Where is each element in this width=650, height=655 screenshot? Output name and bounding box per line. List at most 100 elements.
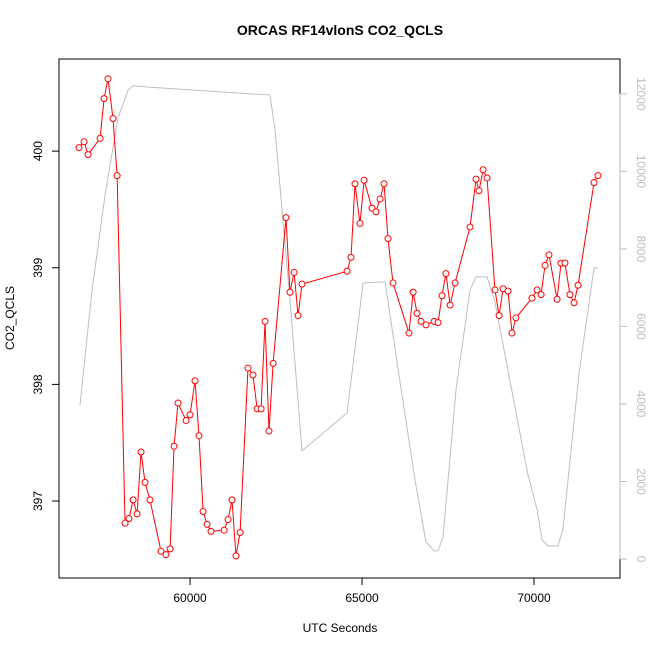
series-line bbox=[78, 78, 599, 556]
data-point bbox=[553, 295, 561, 303]
data-point bbox=[220, 526, 228, 534]
data-point bbox=[113, 172, 121, 180]
data-point bbox=[356, 219, 364, 227]
data-point bbox=[96, 134, 104, 142]
data-point bbox=[409, 288, 417, 296]
data-point bbox=[360, 176, 368, 184]
data-point bbox=[157, 547, 165, 555]
data-point bbox=[199, 508, 207, 516]
data-point bbox=[141, 478, 149, 486]
data-point bbox=[75, 144, 83, 152]
data-point bbox=[380, 180, 388, 188]
data-point bbox=[249, 371, 257, 379]
data-point bbox=[228, 496, 236, 504]
data-point bbox=[422, 321, 430, 329]
data-point bbox=[343, 267, 351, 275]
data-point bbox=[479, 166, 487, 174]
data-point bbox=[261, 317, 269, 325]
data-point bbox=[257, 405, 265, 413]
data-point bbox=[570, 299, 578, 307]
data-point bbox=[533, 286, 541, 294]
data-point bbox=[512, 314, 520, 322]
y-tick-label: 398 bbox=[31, 374, 45, 394]
data-point bbox=[384, 235, 392, 243]
data-point bbox=[186, 411, 194, 419]
y2-tick-label: 8000 bbox=[634, 236, 648, 263]
data-point bbox=[286, 288, 294, 296]
data-point bbox=[483, 174, 491, 182]
data-point bbox=[104, 75, 112, 83]
y2-tick-label: 2000 bbox=[634, 468, 648, 495]
y-tick-label: 400 bbox=[31, 141, 45, 161]
data-point bbox=[545, 251, 553, 259]
data-point bbox=[282, 214, 290, 222]
data-point bbox=[182, 417, 190, 425]
y2-tick-label: 6000 bbox=[634, 313, 648, 340]
data-point bbox=[174, 399, 182, 407]
data-point bbox=[195, 432, 203, 440]
data-point bbox=[244, 364, 252, 372]
data-point bbox=[207, 527, 215, 535]
data-point bbox=[590, 179, 598, 187]
data-point bbox=[236, 529, 244, 537]
y-tick-label: 397 bbox=[31, 491, 45, 511]
x-tick-label: 65000 bbox=[345, 591, 379, 605]
data-point bbox=[446, 301, 454, 309]
data-point bbox=[376, 195, 384, 203]
series-line bbox=[79, 85, 598, 552]
data-point bbox=[472, 175, 480, 183]
data-point bbox=[109, 114, 117, 122]
y2-tick-label: 0 bbox=[634, 556, 648, 563]
data-point bbox=[434, 319, 442, 327]
data-point bbox=[372, 208, 380, 216]
data-point bbox=[541, 261, 549, 269]
data-point bbox=[574, 281, 582, 289]
data-point bbox=[347, 253, 355, 261]
y2-tick-label: 4000 bbox=[634, 391, 648, 418]
data-point bbox=[84, 151, 92, 159]
data-point bbox=[508, 329, 516, 337]
data-point bbox=[495, 312, 503, 320]
y2-tick-label: 12000 bbox=[634, 77, 648, 111]
data-point bbox=[137, 448, 145, 456]
chart-title: ORCAS RF14vlonS CO2_QCLS bbox=[237, 22, 443, 38]
data-point bbox=[290, 268, 298, 276]
data-point bbox=[537, 291, 545, 299]
data-point bbox=[232, 552, 240, 560]
data-point bbox=[351, 180, 359, 188]
data-point bbox=[451, 279, 459, 287]
data-point bbox=[100, 95, 108, 103]
data-point bbox=[417, 317, 425, 325]
y-tick-label: 399 bbox=[31, 257, 45, 277]
data-point bbox=[594, 172, 602, 180]
data-point bbox=[166, 545, 174, 553]
data-point bbox=[191, 377, 199, 385]
data-point bbox=[466, 223, 474, 231]
data-point bbox=[80, 138, 88, 146]
x-tick-label: 60000 bbox=[173, 591, 207, 605]
data-point bbox=[491, 286, 499, 294]
data-point bbox=[224, 516, 232, 524]
data-point bbox=[475, 187, 483, 195]
y2-tick-label: 10000 bbox=[634, 155, 648, 189]
data-point bbox=[528, 294, 536, 302]
x-tick-label: 70000 bbox=[517, 591, 551, 605]
data-point bbox=[298, 280, 306, 288]
data-point bbox=[438, 292, 446, 300]
data-point bbox=[405, 329, 413, 337]
data-point bbox=[294, 312, 302, 320]
data-point bbox=[265, 427, 273, 435]
data-point bbox=[442, 270, 450, 278]
data-point bbox=[121, 519, 129, 527]
data-point bbox=[129, 496, 137, 504]
data-point bbox=[133, 510, 141, 518]
data-point bbox=[203, 520, 211, 528]
data-point bbox=[125, 515, 133, 523]
data-point bbox=[504, 287, 512, 295]
data-point bbox=[413, 309, 421, 317]
data-point bbox=[162, 551, 170, 559]
data-point bbox=[561, 259, 569, 267]
data-point bbox=[389, 279, 397, 287]
